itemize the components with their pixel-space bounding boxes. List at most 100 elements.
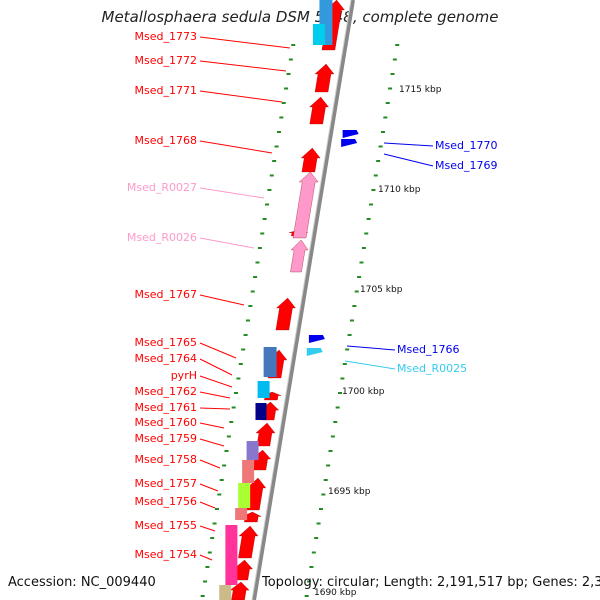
tick-dot-right — [335, 406, 340, 409]
tick-dot-left — [269, 174, 274, 177]
gene-block — [242, 460, 255, 483]
tick-dot-left — [238, 363, 243, 365]
label-connector — [199, 60, 287, 72]
label-connector — [199, 483, 219, 492]
tick-dot-left — [250, 290, 255, 293]
tick-dot-right — [311, 551, 316, 554]
tick-dot-left — [262, 218, 267, 220]
feature-label: Msed_1758 — [134, 453, 197, 466]
tick-dot-left — [212, 522, 217, 525]
gene-block — [235, 508, 248, 520]
feature-track — [219, 0, 359, 600]
gene-block — [263, 347, 277, 377]
tick-dot-left — [222, 464, 227, 467]
gene-block — [255, 403, 267, 420]
tick-dot-track — [200, 44, 400, 597]
tick-dot-right — [349, 319, 354, 322]
feature-label: Msed_1768 — [134, 134, 197, 147]
tick-dot-left — [286, 73, 291, 75]
tick-label: 1690 kbp — [314, 588, 357, 598]
tick-dot-left — [260, 232, 265, 235]
tick-dot-right — [378, 145, 383, 148]
tick-dot-left — [245, 319, 250, 322]
tick-dot-left — [281, 102, 286, 104]
feature-label: Msed_1756 — [134, 495, 197, 508]
backbone-highlight — [251, 0, 352, 600]
label-connector — [199, 342, 237, 359]
tick-dot-right — [359, 261, 364, 264]
tick-dot-left — [241, 348, 246, 351]
tick-dot-right — [330, 435, 335, 438]
gene-block — [219, 585, 232, 600]
genome-backbone — [251, 0, 355, 600]
tick-dot-right — [314, 537, 319, 539]
cds-arrow — [300, 147, 321, 173]
label-connector — [344, 360, 396, 370]
topology-text: Topology: circular; Length: 2,191,517 bp… — [262, 575, 600, 590]
tick-dot-right — [395, 44, 400, 46]
tick-dot-right — [361, 247, 366, 249]
tick-dot-left — [219, 479, 224, 481]
tick-dot-right — [383, 116, 388, 119]
gene-block — [225, 525, 238, 585]
feature-label: Msed_1771 — [134, 84, 197, 97]
label-connector — [383, 142, 434, 147]
gene-block — [238, 483, 251, 508]
tick-dot-right — [352, 305, 357, 307]
tick-label: 1705 kbp — [360, 285, 403, 295]
tick-dot-right — [385, 102, 390, 104]
tick-dot-left — [203, 580, 208, 583]
tick-dot-right — [338, 392, 343, 394]
tick-label: 1710 kbp — [378, 185, 421, 195]
tick-dot-left — [229, 421, 234, 423]
feature-label: pyrH — [170, 369, 197, 382]
tick-dot-right — [388, 87, 393, 90]
tick-dot-left — [214, 508, 219, 510]
feature-label: Msed_1767 — [134, 288, 197, 301]
tick-dot-left — [253, 276, 258, 278]
tick-dot-right — [371, 189, 376, 191]
gene-block — [246, 441, 259, 460]
tick-dot-left — [255, 261, 260, 264]
label-connector — [199, 459, 221, 469]
tick-dot-right — [390, 73, 395, 75]
gene-block — [312, 24, 325, 45]
label-connector — [199, 187, 265, 199]
feature-label: Msed_1755 — [134, 519, 197, 532]
tick-dot-right — [321, 493, 326, 496]
feature-label: Msed_R0025 — [397, 362, 468, 375]
tick-dot-left — [274, 145, 279, 148]
tick-dot-right — [373, 174, 378, 177]
feature-label: Msed_1754 — [134, 548, 197, 561]
tick-dot-right — [316, 522, 321, 525]
feature-label: Msed_1766 — [397, 343, 460, 356]
tick-dot-left — [217, 493, 222, 496]
label-connector — [199, 375, 233, 388]
tick-dot-left — [243, 334, 248, 336]
tick-dot-left — [231, 406, 236, 409]
tick-dot-right — [323, 479, 328, 481]
tick-dot-right — [357, 276, 362, 278]
reverse-cds-arrow — [308, 335, 325, 343]
tick-dot-left — [265, 203, 270, 206]
tick-dot-left — [248, 305, 253, 307]
label-connectors — [199, 36, 434, 561]
feature-label: Msed_1769 — [435, 159, 498, 172]
label-connector — [383, 153, 434, 167]
feature-label: Msed_1770 — [435, 139, 498, 152]
tick-dot-right — [326, 464, 331, 467]
tick-dot-right — [354, 290, 359, 293]
tick-dot-right — [309, 566, 314, 568]
label-connector — [199, 501, 216, 509]
tick-dot-left — [272, 160, 277, 162]
label-connector — [346, 345, 396, 351]
tick-dot-left — [288, 58, 293, 61]
label-connector — [199, 422, 225, 429]
feature-label: Msed_R0027 — [126, 181, 197, 194]
tick-dot-left — [224, 450, 229, 452]
tick-dot-left — [200, 595, 205, 597]
tick-dot-right — [366, 218, 371, 220]
tick-dot-right — [369, 203, 374, 206]
gene-block — [257, 381, 270, 398]
